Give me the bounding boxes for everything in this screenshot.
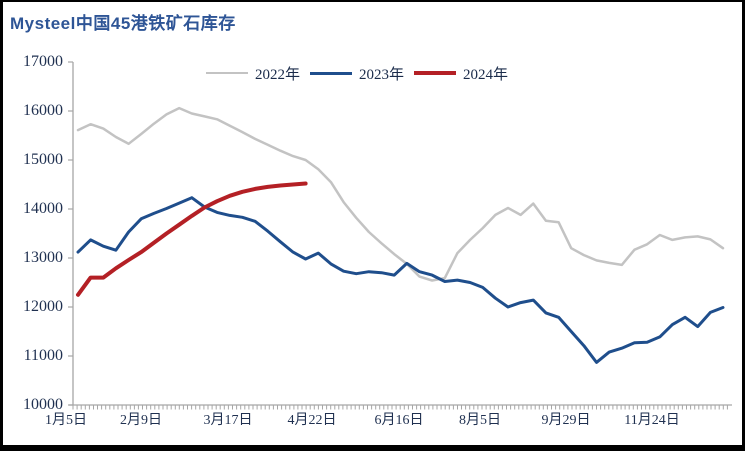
y-tick-label: 14000 bbox=[23, 200, 63, 217]
y-tick-label: 16000 bbox=[23, 102, 63, 119]
series-line-2022 bbox=[76, 106, 725, 282]
chart-title: Mysteel中国45港铁矿石库存 bbox=[10, 14, 236, 33]
plot-area bbox=[68, 61, 732, 410]
y-tick-label: 12000 bbox=[23, 298, 63, 315]
x-tick-label: 4月22日 bbox=[287, 413, 337, 428]
legend-label: 2022年 bbox=[255, 66, 301, 83]
y-tick-label: 13000 bbox=[23, 249, 63, 266]
legend-label: 2024年 bbox=[463, 66, 509, 83]
x-tick-label: 3月17日 bbox=[203, 413, 253, 428]
y-tick-label: 10000 bbox=[23, 396, 63, 413]
legend: 2022年 2023年 2024年 bbox=[206, 63, 508, 84]
series-line-2024 bbox=[76, 181, 308, 297]
legend-line-swatch bbox=[206, 71, 248, 75]
x-tick-label: 11月24日 bbox=[624, 413, 680, 428]
legend-label: 2023年 bbox=[359, 66, 405, 83]
series-line-2023 bbox=[76, 196, 725, 364]
legend-item-2023: 2023年 bbox=[310, 63, 404, 84]
x-tick-label: 2月9日 bbox=[120, 413, 162, 428]
y-tick-label: 17000 bbox=[23, 53, 63, 70]
x-tick-label: 9月29日 bbox=[541, 413, 591, 428]
legend-line-swatch bbox=[414, 71, 457, 75]
x-tick-label: 1月5日 bbox=[45, 413, 87, 428]
y-tick-label: 11000 bbox=[23, 347, 63, 364]
legend-item-2024: 2024年 bbox=[414, 63, 508, 84]
legend-item-2022: 2022年 bbox=[206, 63, 300, 84]
y-tick-label: 15000 bbox=[23, 151, 63, 168]
x-tick-label: 8月5日 bbox=[459, 413, 501, 428]
x-tick-label: 6月16日 bbox=[374, 413, 424, 428]
legend-line-swatch bbox=[310, 71, 353, 75]
